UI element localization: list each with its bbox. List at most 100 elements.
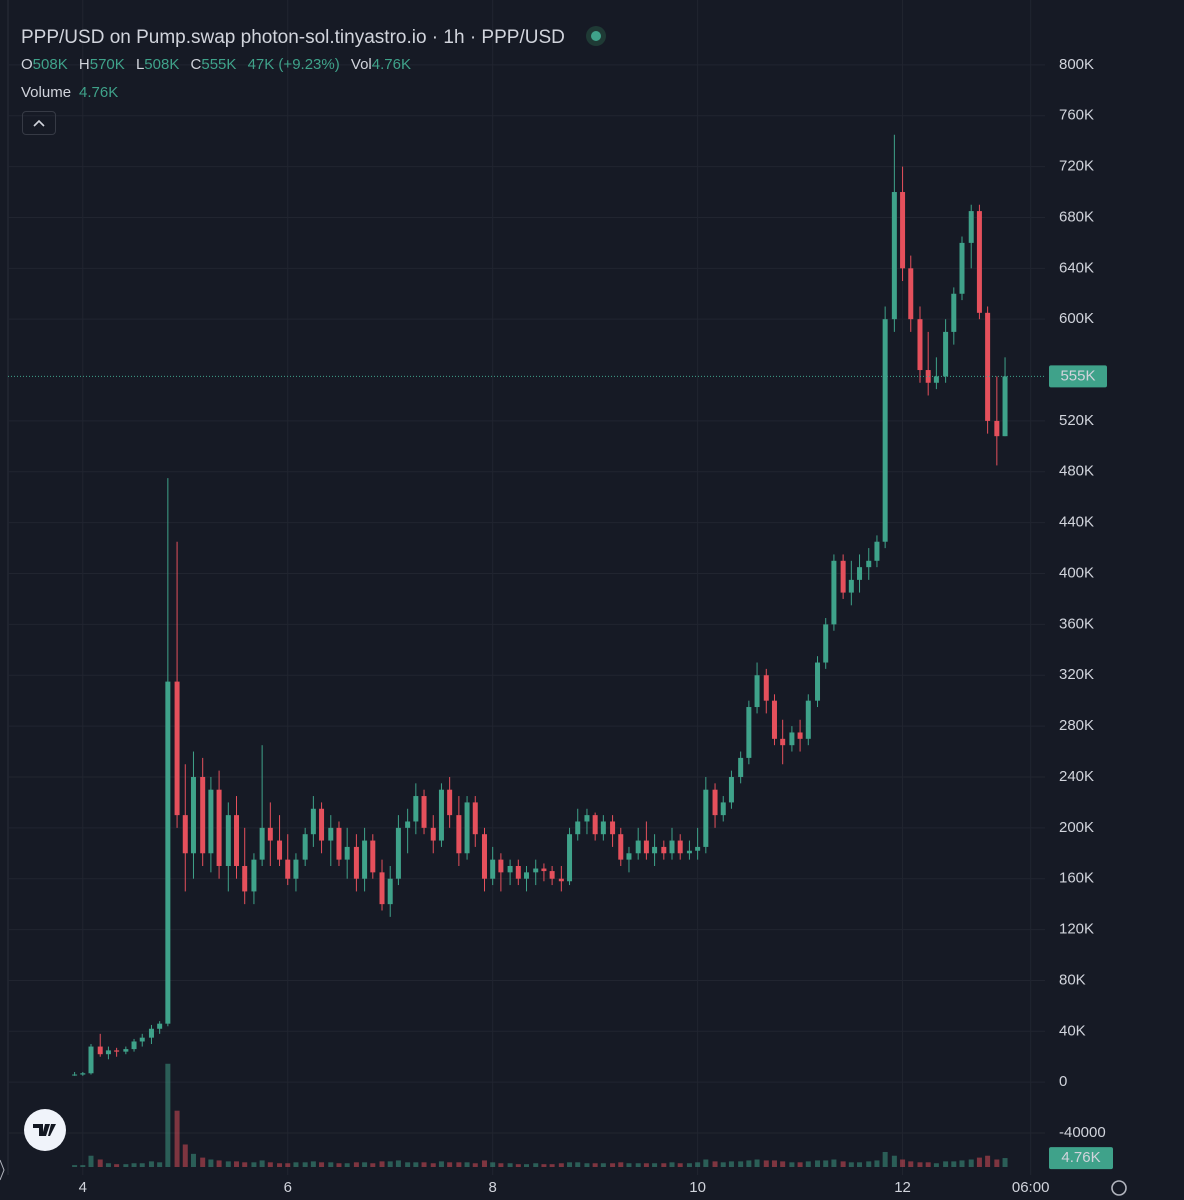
x-tick-label: 06:00 (1012, 1179, 1050, 1196)
candle-body (900, 192, 906, 269)
volume-bar (754, 1159, 760, 1167)
volume-bar (507, 1163, 513, 1167)
candle-body (985, 312, 991, 421)
volume-bar (712, 1161, 718, 1167)
volume-bar (951, 1161, 957, 1167)
volume-label: 4.76K (1061, 1149, 1100, 1166)
volume-bar (866, 1161, 872, 1167)
volume-value: 4.76K (79, 84, 119, 101)
candle-body (951, 293, 957, 332)
volume-bar (592, 1163, 598, 1167)
chevron (33, 119, 45, 127)
candle-body (746, 707, 752, 758)
candle-body (626, 853, 632, 860)
candle-body (464, 802, 470, 854)
candle-body (328, 827, 334, 841)
candle-body (472, 802, 478, 835)
volume-bar (242, 1162, 248, 1167)
candle-body (643, 840, 649, 854)
candle-body (430, 827, 436, 841)
candle-body (780, 738, 786, 746)
candle-body (618, 834, 624, 860)
collapse-button[interactable] (22, 111, 56, 135)
volume-bar (174, 1110, 180, 1167)
volume-bar (498, 1163, 504, 1167)
candle-body (968, 211, 974, 243)
candle-body (661, 846, 667, 854)
volume-bar (840, 1161, 846, 1167)
candle-body (165, 681, 171, 1024)
candle-body (567, 834, 573, 882)
volume-bar (182, 1144, 188, 1167)
x-tick-label: 10 (689, 1179, 706, 1196)
ohlc-legend: O508K H570K L508K C555K 47K (+9.23%) Vol… (21, 56, 418, 73)
candle-body (157, 1023, 163, 1029)
volume-title: Volume (21, 84, 72, 101)
volume-bar (336, 1163, 342, 1167)
price-label-box (1049, 365, 1107, 388)
candle-body (541, 868, 547, 872)
candle-body (524, 872, 529, 879)
candle-body (866, 560, 872, 568)
settings-icon[interactable] (1111, 1180, 1127, 1196)
candle-body (558, 878, 564, 882)
candle-body (925, 370, 931, 383)
candle-body (1002, 376, 1008, 437)
volume-bar (925, 1162, 931, 1167)
candle-body (105, 1050, 111, 1055)
candle-body (728, 776, 734, 803)
candle-body (549, 871, 555, 879)
volume-bar (259, 1160, 265, 1167)
ohlc-value: 508K (144, 56, 180, 73)
candle-body (114, 1050, 120, 1052)
volume-bar (976, 1157, 982, 1167)
plot (8, 134, 1045, 1167)
candle-body (182, 815, 188, 854)
volume-bar (387, 1161, 393, 1167)
y-tick-label: 360K (1059, 615, 1094, 632)
volume-bar (302, 1162, 308, 1167)
volume-bar (677, 1163, 683, 1167)
y-tick-label: 800K (1059, 56, 1094, 73)
candle-body (293, 859, 299, 879)
volume-bar (891, 1155, 897, 1167)
volume-bar (558, 1163, 564, 1167)
volume-bar (968, 1159, 974, 1167)
candle-body (319, 808, 325, 841)
volume-bar (669, 1162, 675, 1167)
y-tick-label: 200K (1059, 819, 1094, 836)
candle-body (208, 789, 214, 854)
volume-bar (635, 1163, 641, 1167)
y-tick-label: 120K (1059, 921, 1094, 938)
candle-body (421, 796, 427, 828)
candle-body (669, 840, 675, 854)
volume-bar (293, 1162, 299, 1167)
volume-bar (319, 1162, 325, 1167)
volume-bar (481, 1160, 487, 1167)
volume-bar (686, 1163, 692, 1167)
volume-bar (857, 1162, 863, 1167)
volume-bar (805, 1161, 811, 1167)
volume-bar (985, 1155, 991, 1167)
x-tick-label: 12 (894, 1179, 911, 1196)
volume-bar (815, 1160, 821, 1167)
candle-body (200, 776, 206, 854)
candle-body (943, 331, 949, 377)
candle-body (148, 1028, 154, 1038)
volume-bar (421, 1162, 427, 1167)
volume-bar (370, 1163, 376, 1167)
volume-bar (908, 1161, 914, 1167)
y-tick-label: 720K (1059, 158, 1094, 175)
candle-body (267, 827, 273, 841)
volume-bar (848, 1162, 854, 1167)
candle-body (840, 560, 846, 593)
x-tick-label: 8 (489, 1179, 497, 1196)
candle-body (131, 1041, 137, 1050)
volume-bar (216, 1160, 222, 1167)
ohlc-key: L (135, 56, 145, 73)
volume-bar (131, 1163, 137, 1167)
candle-body (225, 815, 231, 866)
ohlc-value: 508K (32, 56, 68, 73)
volume-bar (379, 1161, 385, 1167)
